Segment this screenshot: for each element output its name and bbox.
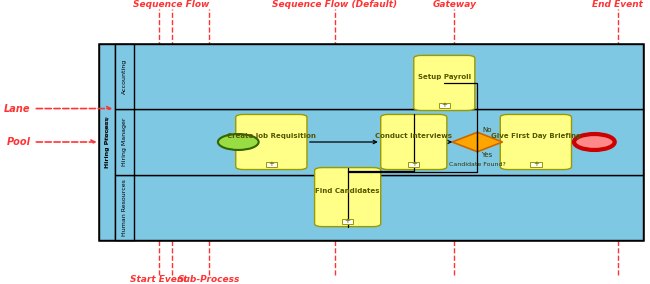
Text: No: No — [482, 127, 491, 133]
Text: Hiring Manager: Hiring Manager — [122, 118, 127, 166]
Bar — [266, 162, 277, 167]
Text: Gateway: Gateway — [432, 0, 476, 9]
Bar — [408, 162, 419, 167]
FancyBboxPatch shape — [500, 114, 571, 170]
Text: Hiring Process: Hiring Process — [105, 116, 110, 168]
Bar — [342, 219, 354, 224]
Text: +: + — [441, 102, 447, 108]
Text: +: + — [533, 161, 539, 167]
Bar — [99, 44, 643, 240]
Text: Pool: Pool — [6, 137, 31, 147]
Text: +: + — [344, 218, 350, 224]
Polygon shape — [452, 132, 502, 152]
Text: End Event: End Event — [592, 0, 643, 9]
Text: Sequence Flow: Sequence Flow — [133, 0, 210, 9]
Text: Conduct Interviews: Conduct Interviews — [375, 133, 452, 139]
Bar — [115, 44, 134, 109]
Text: Sub-Process: Sub-Process — [178, 275, 240, 284]
Text: Sequence Flow (Default): Sequence Flow (Default) — [272, 0, 398, 9]
Text: Setup Payroll: Setup Payroll — [418, 74, 471, 80]
Text: Lane: Lane — [4, 104, 31, 114]
Bar — [115, 109, 134, 175]
FancyBboxPatch shape — [414, 55, 475, 110]
Bar — [115, 44, 643, 109]
Bar — [115, 109, 643, 175]
Text: Human Resources: Human Resources — [122, 179, 127, 236]
Text: +: + — [411, 161, 417, 167]
FancyBboxPatch shape — [381, 114, 447, 170]
FancyBboxPatch shape — [315, 168, 381, 227]
Bar — [99, 44, 115, 240]
Text: Start Event: Start Event — [131, 275, 188, 284]
Text: Create Job Requisition: Create Job Requisition — [227, 133, 316, 139]
Bar — [115, 175, 134, 240]
Text: Yes: Yes — [481, 153, 493, 158]
Text: Candidate Found?: Candidate Found? — [449, 162, 506, 166]
Text: Give First Day Briefing: Give First Day Briefing — [491, 133, 581, 139]
Circle shape — [218, 134, 259, 150]
Bar — [115, 175, 643, 240]
Text: Company: Company — [105, 115, 110, 140]
Bar — [439, 103, 450, 108]
Bar — [530, 162, 541, 167]
Text: +: + — [268, 161, 274, 167]
Text: Accounting: Accounting — [122, 59, 127, 94]
FancyBboxPatch shape — [236, 114, 307, 170]
Text: Find Candidates: Find Candidates — [315, 188, 380, 194]
Circle shape — [574, 134, 615, 150]
